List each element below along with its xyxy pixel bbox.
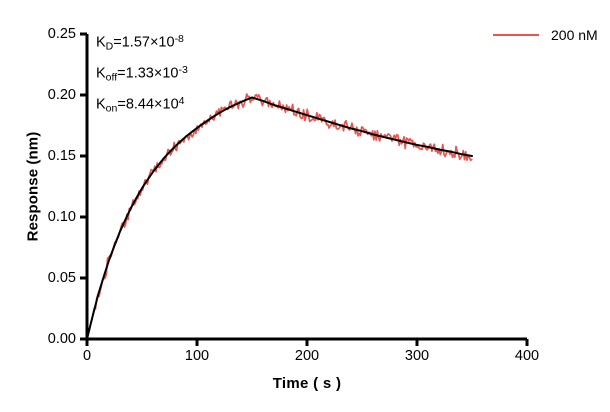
kd-value: =1.57×10: [113, 34, 175, 51]
kd-exponent: -8: [174, 33, 184, 45]
koff-subscript: off: [105, 71, 118, 84]
y-tick-label-1: 0.05: [47, 270, 76, 286]
x-tick-label-1: 100: [184, 348, 210, 364]
x-tick-label-4: 400: [514, 348, 540, 364]
y-axis-ticks: [80, 32, 87, 341]
x-axis-ticks: [85, 339, 529, 346]
global-fit-curve: [86, 96, 473, 340]
koff-annotation: Koff=1.33×10-3: [96, 59, 188, 90]
y-tick-label-5: 0.25: [47, 26, 76, 42]
x-tick-label-2: 200: [294, 348, 320, 364]
kd-subscript: D: [105, 40, 114, 53]
kd-symbol: K: [96, 34, 106, 51]
y-tick-label-4: 0.20: [47, 87, 76, 103]
kd-annotation: KD=1.57×10-8: [96, 28, 188, 59]
y-tick-label-3: 0.15: [47, 148, 76, 164]
x-axis-title: Time ( s ): [272, 375, 342, 392]
koff-symbol: K: [96, 65, 106, 82]
koff-exponent: -3: [178, 63, 188, 76]
legend-line-swatch: [493, 34, 539, 36]
kinetics-annotation-block: KD=1.57×10-8 Koff=1.33×10-3 Kon=8.44×104: [96, 28, 188, 121]
y-tick-label-0: 0.00: [47, 331, 76, 347]
x-tick-label-0: 0: [82, 348, 92, 364]
data-curves: [86, 93, 473, 340]
measured-response-curve: [86, 93, 473, 340]
legend-label: 200 nM: [551, 27, 598, 43]
kon-symbol: K: [96, 96, 106, 113]
kon-annotation: Kon=8.44×104: [96, 90, 188, 121]
legend: 200 nM: [493, 27, 598, 43]
kon-value: =8.44×10: [117, 96, 179, 113]
x-tick-label-3: 300: [404, 348, 430, 364]
kon-exponent: 4: [178, 94, 185, 107]
koff-value: =1.33×10: [117, 65, 179, 82]
kon-subscript: on: [105, 102, 118, 115]
y-tick-label-group: 0.00 0.05 0.10 0.15 0.20 0.25: [16, 0, 76, 412]
y-axis-title: Response (nm): [24, 131, 42, 242]
y-tick-label-2: 0.10: [47, 209, 76, 225]
